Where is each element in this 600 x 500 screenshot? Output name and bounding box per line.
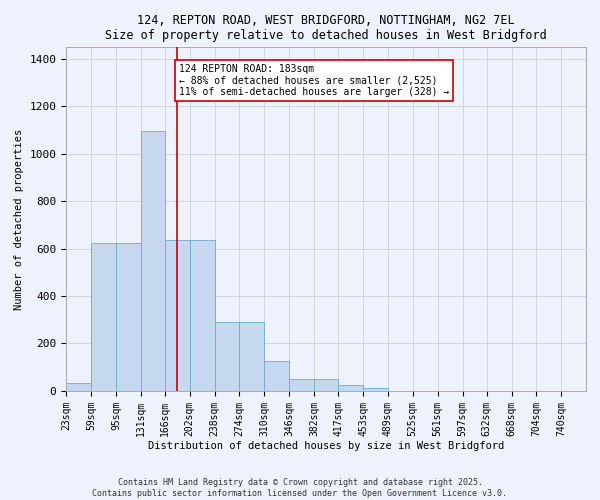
Bar [141,132,165,390]
Bar [289,378,314,390]
Bar [165,240,190,390]
Bar [215,322,239,390]
Text: 124 REPTON ROAD: 183sqm
← 88% of detached houses are smaller (2,525)
11% of semi: 124 REPTON ROAD: 183sqm ← 88% of detache… [179,64,449,97]
Text: Contains HM Land Registry data © Crown copyright and database right 2025.
Contai: Contains HM Land Registry data © Crown c… [92,478,508,498]
Bar [338,384,363,390]
Bar [91,244,116,390]
Bar [314,378,338,390]
Bar [363,388,388,390]
Bar [66,384,91,390]
X-axis label: Distribution of detached houses by size in West Bridgford: Distribution of detached houses by size … [148,441,504,451]
Y-axis label: Number of detached properties: Number of detached properties [14,128,24,310]
Bar [265,361,289,390]
Bar [239,322,265,390]
Bar [116,244,141,390]
Bar [190,240,215,390]
Title: 124, REPTON ROAD, WEST BRIDGFORD, NOTTINGHAM, NG2 7EL
Size of property relative : 124, REPTON ROAD, WEST BRIDGFORD, NOTTIN… [105,14,547,42]
